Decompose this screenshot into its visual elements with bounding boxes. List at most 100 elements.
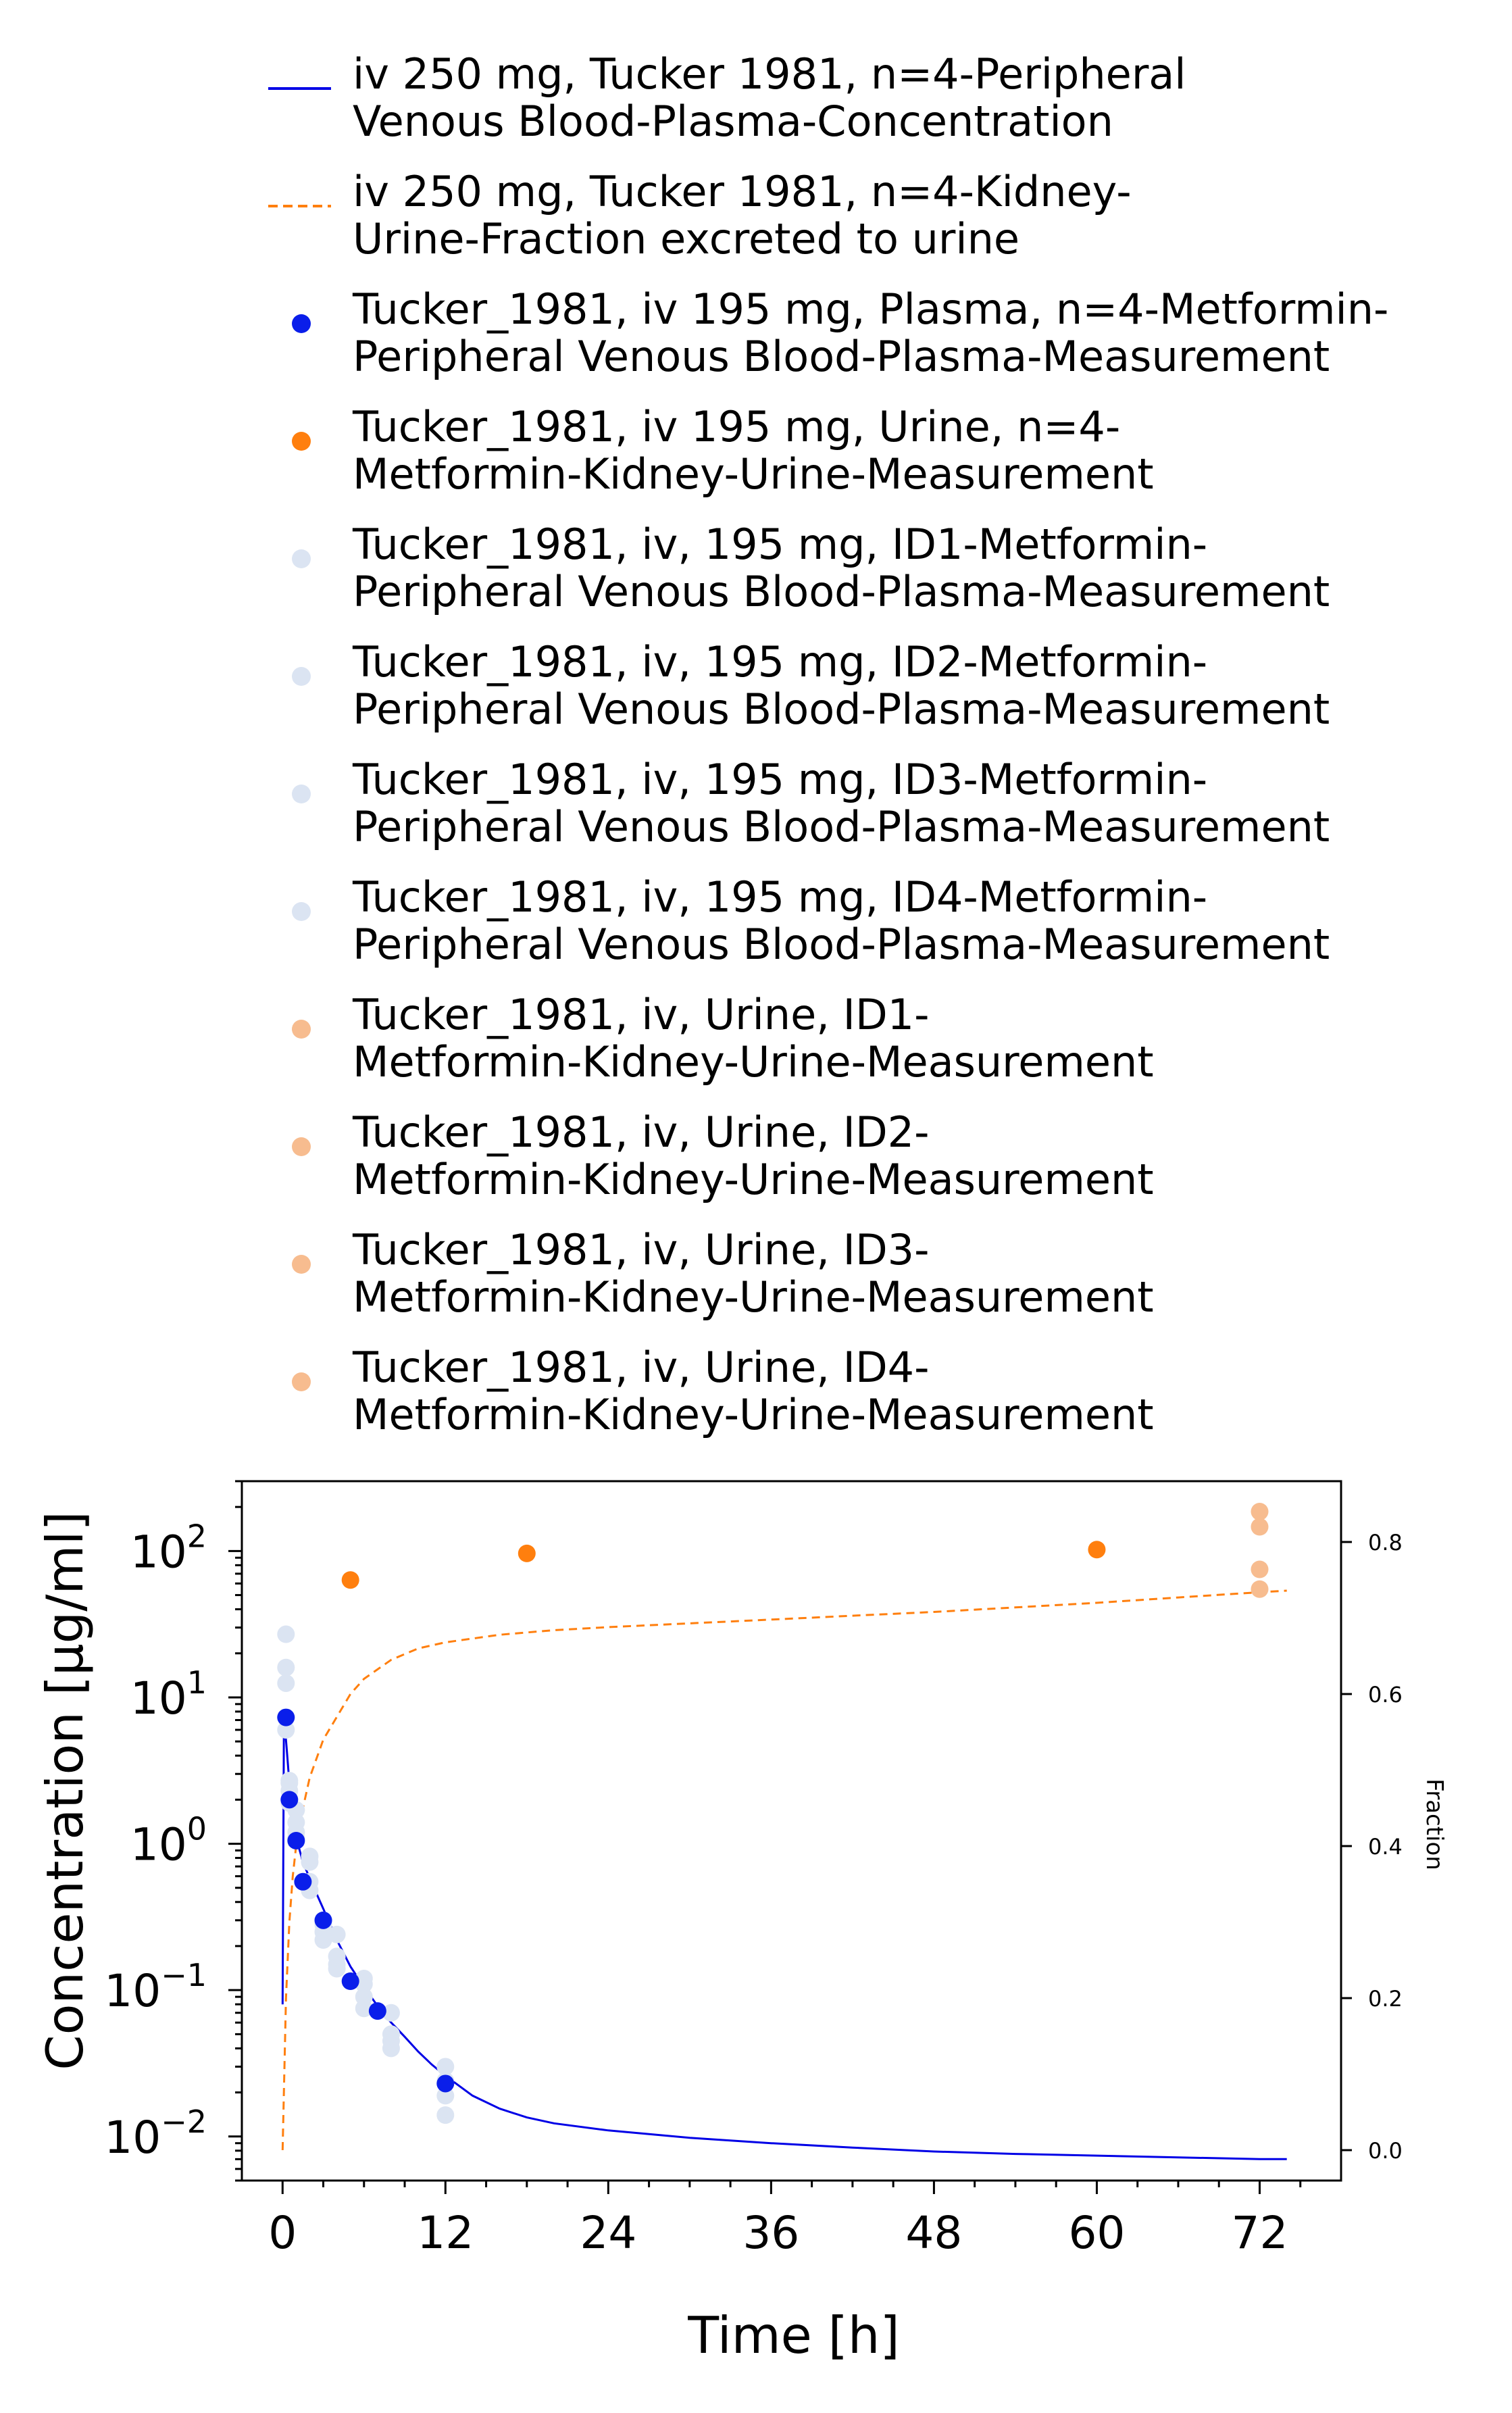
legend-label: Tucker_1981, iv, Urine, ID3- bbox=[352, 1225, 930, 1274]
data-point-series-2 bbox=[436, 2074, 455, 2093]
legend-label: Tucker_1981, iv, Urine, ID4- bbox=[352, 1343, 930, 1392]
legend-dot-marker bbox=[292, 1137, 311, 1156]
data-point-series-7 bbox=[436, 2106, 455, 2124]
axes: 0 12 24 36 48 60 7210−210−11001011020.00.20.40… bbox=[104, 1480, 1403, 2259]
legend-label: iv 250 mg, Tucker 1981, n=4-Kidney- bbox=[353, 167, 1132, 216]
data-point-series-3 bbox=[341, 1571, 359, 1589]
legend-label: Tucker_1981, iv, 195 mg, ID2-Metformin- bbox=[352, 637, 1207, 687]
data-point-series-2 bbox=[287, 1831, 305, 1849]
legend-label: Tucker_1981, iv, 195 mg, ID3-Metformin- bbox=[352, 755, 1207, 804]
legend-label: Peripheral Venous Blood-Plasma-Measureme… bbox=[353, 802, 1330, 851]
legend-dot-marker bbox=[292, 549, 311, 568]
legend-label: Urine-Fraction excreted to urine bbox=[353, 214, 1019, 264]
y-tick-label: 102 bbox=[130, 1518, 207, 1578]
legend-label: Tucker_1981, iv, 195 mg, ID4-Metformin- bbox=[352, 872, 1207, 922]
data-point-series-2 bbox=[368, 2002, 386, 2020]
y-tick-base: 10 bbox=[104, 2112, 161, 2164]
plot-frame bbox=[241, 1480, 1342, 2182]
legend-label: iv 250 mg, Tucker 1981, n=4-Peripheral bbox=[353, 49, 1186, 99]
data-point-series-7 bbox=[328, 1960, 346, 1978]
legend-entry: Tucker_1981, iv, Urine, ID2-Metformin-Ki… bbox=[292, 1108, 1154, 1204]
y2-axis-label: Fraction bbox=[1421, 1778, 1448, 1870]
legend-entry: Tucker_1981, iv, 195 mg, ID1-Metformin-P… bbox=[292, 520, 1330, 616]
x-tick-label: 60 bbox=[1068, 2207, 1125, 2259]
y-tick-exponent: 0 bbox=[187, 1811, 207, 1847]
data-point-series-2 bbox=[294, 1872, 312, 1891]
data-point-series-7 bbox=[382, 2039, 400, 2058]
data-point-series-3 bbox=[1088, 1541, 1106, 1559]
data-point-series-9 bbox=[1251, 1518, 1269, 1536]
legend-dot-marker bbox=[292, 1255, 311, 1274]
legend-label: Peripheral Venous Blood-Plasma-Measureme… bbox=[353, 567, 1330, 616]
data-point-series-6 bbox=[355, 1999, 373, 2018]
data-point-series-10 bbox=[1251, 1560, 1269, 1578]
y-tick-label: 101 bbox=[130, 1664, 207, 1724]
legend: iv 250 mg, Tucker 1981, n=4-PeripheralVe… bbox=[268, 49, 1388, 1439]
legend-entry: Tucker_1981, iv, 195 mg, ID3-Metformin-P… bbox=[292, 755, 1330, 851]
y-tick-exponent: 1 bbox=[187, 1664, 207, 1701]
legend-entry: Tucker_1981, iv, 195 mg, ID4-Metformin-P… bbox=[292, 872, 1330, 969]
legend-dot-marker bbox=[292, 432, 311, 451]
x-tick-label: 0 bbox=[268, 2207, 297, 2259]
legend-label: Venous Blood-Plasma-Concentration bbox=[353, 97, 1113, 146]
y2-tick-label: 0.6 bbox=[1368, 1682, 1403, 1708]
legend-label: Tucker_1981, iv 195 mg, Urine, n=4- bbox=[352, 402, 1120, 451]
x-tick-label: 36 bbox=[742, 2207, 799, 2259]
legend-entry: iv 250 mg, Tucker 1981, n=4-PeripheralVe… bbox=[268, 49, 1186, 146]
y-tick-base: 10 bbox=[130, 1526, 187, 1578]
legend-label: Metformin-Kidney-Urine-Measurement bbox=[353, 449, 1154, 499]
data-point-series-8 bbox=[1251, 1503, 1269, 1520]
data-point-series-11 bbox=[1251, 1580, 1269, 1598]
legend-entry: Tucker_1981, iv, Urine, ID1-Metformin-Ki… bbox=[292, 990, 1154, 1087]
data-point-series-5 bbox=[277, 1658, 295, 1676]
y2-tick-label: 0.4 bbox=[1368, 1834, 1403, 1860]
y-tick-exponent: 2 bbox=[187, 1518, 207, 1554]
x-tick-label: 72 bbox=[1231, 2207, 1288, 2259]
legend-label: Tucker_1981, iv, 195 mg, ID1-Metformin- bbox=[352, 520, 1207, 569]
legend-label: Tucker_1981, iv, Urine, ID2- bbox=[352, 1108, 930, 1157]
y2-tick-label: 0.0 bbox=[1368, 2138, 1403, 2164]
data-point-series-2 bbox=[314, 1911, 332, 1929]
y-tick-label: 100 bbox=[130, 1811, 207, 1871]
data-point-series-2 bbox=[277, 1708, 295, 1726]
y2-tick-label: 0.8 bbox=[1368, 1530, 1403, 1556]
x-tick-label: 12 bbox=[417, 2207, 474, 2259]
y-tick-base: 10 bbox=[130, 1672, 187, 1724]
legend-dot-marker bbox=[292, 1372, 311, 1391]
y-axis-label: Concentration [µg/ml] bbox=[35, 1511, 95, 2070]
legend-label: Metformin-Kidney-Urine-Measurement bbox=[353, 1155, 1154, 1204]
x-tick-label: 24 bbox=[580, 2207, 636, 2259]
data-point-series-5 bbox=[287, 1813, 305, 1831]
x-tick-label: 48 bbox=[905, 2207, 962, 2259]
y-tick-base: 10 bbox=[130, 1819, 187, 1871]
legend-entry: Tucker_1981, iv, Urine, ID4-Metformin-Ki… bbox=[292, 1343, 1154, 1439]
data-point-series-4 bbox=[277, 1625, 295, 1643]
legend-entry: Tucker_1981, iv 195 mg, Plasma, n=4-Metf… bbox=[292, 284, 1388, 381]
legend-entry: Tucker_1981, iv, 195 mg, ID2-Metformin-P… bbox=[292, 637, 1330, 734]
series-line-0 bbox=[281, 1715, 1287, 2160]
legend-entry: iv 250 mg, Tucker 1981, n=4-Kidney-Urine… bbox=[268, 167, 1132, 264]
data-point-series-7 bbox=[277, 1721, 295, 1739]
data-point-series-4 bbox=[436, 2058, 455, 2076]
legend-label: Tucker_1981, iv, Urine, ID1- bbox=[352, 990, 930, 1039]
plot-area bbox=[277, 1503, 1287, 2160]
data-point-series-3 bbox=[518, 1544, 536, 1562]
legend-dot-marker bbox=[292, 667, 311, 686]
data-point-series-7 bbox=[314, 1931, 332, 1949]
legend-label: Metformin-Kidney-Urine-Measurement bbox=[353, 1272, 1154, 1322]
y-tick-label: 10−2 bbox=[104, 2104, 207, 2164]
data-point-series-6 bbox=[277, 1674, 295, 1692]
y-tick-base: 10 bbox=[104, 1965, 161, 2017]
data-point-series-6 bbox=[436, 2087, 455, 2105]
legend-label: Metformin-Kidney-Urine-Measurement bbox=[353, 1390, 1154, 1439]
y2-tick-label: 0.2 bbox=[1368, 1986, 1403, 2012]
data-point-series-2 bbox=[280, 1791, 299, 1809]
data-point-series-7 bbox=[355, 1970, 373, 1988]
legend-dot-marker bbox=[292, 314, 311, 333]
legend-label: Metformin-Kidney-Urine-Measurement bbox=[353, 1037, 1154, 1087]
y-tick-exponent: −2 bbox=[161, 2104, 207, 2140]
legend-label: Peripheral Venous Blood-Plasma-Measureme… bbox=[353, 332, 1330, 381]
legend-entry: Tucker_1981, iv, Urine, ID3-Metformin-Ki… bbox=[292, 1225, 1154, 1322]
